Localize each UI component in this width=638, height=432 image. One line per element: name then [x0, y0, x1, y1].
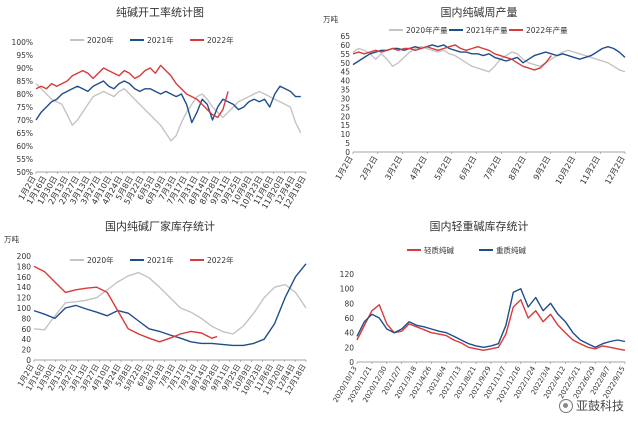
legend-label: 2020年产量 — [406, 25, 448, 35]
y-tick-label: 75% — [16, 103, 33, 112]
y-tick-label: 180 — [17, 262, 32, 271]
y-tick-label: 60 — [344, 314, 354, 323]
y-tick-label: 160 — [17, 273, 32, 282]
chart-title: 国内纯碱周产量 — [441, 5, 518, 19]
y-tick-label: 60 — [340, 41, 350, 50]
y-tick-label: 100% — [12, 38, 33, 47]
y-tick-label: 0 — [26, 356, 31, 365]
y-tick-label: 65 — [340, 32, 350, 41]
wechat-icon — [558, 398, 573, 413]
y-tick-label: 30 — [340, 94, 350, 103]
legend-label: 2021年 — [147, 255, 174, 265]
series-line-2022年 — [33, 265, 218, 343]
x-tick-label: 2月2日 — [359, 155, 380, 182]
y-tick-label: 60% — [16, 142, 33, 151]
y-tick-label: 120 — [17, 294, 32, 303]
watermark: 亚鼓科技 — [558, 397, 624, 414]
chart-title: 纯碱开工率统计图 — [116, 5, 204, 19]
x-tick-label: 9月2日 — [532, 155, 553, 182]
chart-legend: 轻质纯碱 重质纯碱 — [407, 245, 526, 255]
series-line-2020年产量 — [352, 46, 626, 73]
x-tick-label: 6月2日 — [457, 155, 478, 182]
y-tick-label: 40 — [344, 329, 354, 338]
x-tick-label: 1月2日 — [334, 155, 355, 182]
chart-title: 国内轻重碱库存统计 — [430, 219, 529, 233]
y-tick-label: 35 — [340, 86, 350, 95]
series-line-2021年 — [33, 263, 307, 347]
y-tick-label: 40 — [340, 77, 350, 86]
y-tick-label: 65% — [16, 129, 33, 138]
legend-label: 轻质纯碱 — [424, 245, 454, 255]
series-line-2020年 — [33, 271, 307, 335]
y-tick-label: 100 — [17, 304, 32, 313]
y-tick-label: 10 — [340, 130, 350, 139]
series-line-2022年产量 — [352, 44, 552, 71]
legend-label: 重质纯碱 — [496, 245, 526, 255]
x-tick-label: 12月2日 — [603, 155, 626, 187]
y-tick-label: 20 — [340, 112, 350, 121]
y-tick-label: 95% — [16, 51, 33, 60]
chart-svg: 国内轻重碱库存统计0204060801001202020/10/132020/1… — [332, 219, 627, 404]
series-line-轻质纯碱 — [356, 298, 626, 352]
y-tick-label: 80 — [344, 299, 354, 308]
legend-label: 2022年 — [207, 255, 234, 265]
y-tick-label: 90% — [16, 64, 33, 73]
y-tick-label: 55% — [16, 155, 33, 164]
x-tick-label: 11月2日 — [579, 155, 602, 187]
legend-label: 2020年 — [87, 255, 114, 265]
y-unit-label: 万吨 — [323, 14, 338, 24]
y-tick-label: 100 — [340, 285, 355, 294]
y-tick-label: 80 — [21, 314, 31, 323]
y-tick-label: 60 — [21, 325, 31, 334]
series-line-重质纯碱 — [356, 287, 626, 349]
series-line-2022年 — [35, 64, 229, 119]
y-tick-label: 15 — [340, 121, 350, 130]
legend-label: 2020年 — [87, 35, 114, 45]
chart-svg: 纯碱开工率统计图 50% 55% 60% 65% 70% 75% 80% 85% 90% 95% 10… — [12, 5, 308, 210]
x-tick-label: 7月2日 — [482, 155, 503, 182]
chart-panel-operating-rate: 纯碱开工率统计图 50% 55% 60% 65% 70% 75% 80% 85% 90% 95% 10… — [0, 0, 319, 214]
chart-legend: 2020年产量 2021年产量 2022年产量 — [389, 25, 568, 35]
series-line-2020年 — [35, 83, 302, 142]
x-tick-label: 8月2日 — [507, 155, 528, 182]
y-tick-label: 70% — [16, 116, 33, 125]
chart-svg: 国内纯碱厂家库存统计万吨0204060801001201401601802001… — [4, 219, 308, 397]
chart-title: 国内纯碱厂家库存统计 — [105, 219, 215, 233]
y-tick-label: 200 — [17, 252, 32, 261]
chart-panel-weekly-output: 国内纯碱周产量 万吨 0 5 10 15 20 25 30 35 40 45 50 55 60 65 1月2日 2… — [319, 0, 638, 214]
y-tick-label: 20 — [344, 343, 354, 352]
y-tick-label: 0 — [349, 358, 354, 367]
chart-panel-factory-inventory: 国内纯碱厂家库存统计 万吨 0 20 40 60 80 100 120 140 160 180 200 1… — [0, 214, 319, 428]
legend-label: 2022年 — [207, 35, 234, 45]
y-tick-label: 45 — [340, 68, 350, 77]
chart-legend: 2020年 2021年 2022年 — [70, 255, 234, 265]
chart-panel-light-heavy-inventory: 国内轻重碱库存统计 0 20 40 60 80 100 120 2020/10/13 2020/1… — [319, 214, 638, 428]
y-tick-label: 120 — [340, 270, 355, 279]
legend-label: 2022年产量 — [526, 25, 568, 35]
y-tick-label: 55 — [340, 50, 350, 59]
x-tick-label: 3月2日 — [383, 155, 404, 182]
y-tick-label: 50% — [16, 168, 33, 177]
y-tick-label: 80% — [16, 90, 33, 99]
series-line-2021年产量 — [352, 44, 626, 66]
y-tick-label: 50 — [340, 59, 350, 68]
watermark-text: 亚鼓科技 — [575, 399, 624, 413]
y-unit-label: 万吨 — [4, 234, 19, 244]
legend-label: 2021年 — [147, 35, 174, 45]
y-tick-label: 0 — [345, 148, 350, 157]
legend-label: 2021年产量 — [466, 25, 508, 35]
x-tick-label: 5月2日 — [433, 155, 454, 182]
series-line-2021年 — [35, 80, 301, 124]
chart-legend: 2020年 2021年 2022年 — [70, 35, 234, 45]
y-tick-label: 85% — [16, 77, 33, 86]
x-tick-label: 10月2日 — [554, 155, 577, 187]
y-tick-label: 140 — [17, 283, 32, 292]
x-tick-label: 4月2日 — [408, 155, 429, 182]
y-tick-label: 40 — [21, 335, 31, 344]
y-tick-label: 20 — [21, 346, 31, 355]
y-tick-label: 25 — [340, 103, 350, 112]
y-tick-label: 5 — [345, 139, 350, 148]
